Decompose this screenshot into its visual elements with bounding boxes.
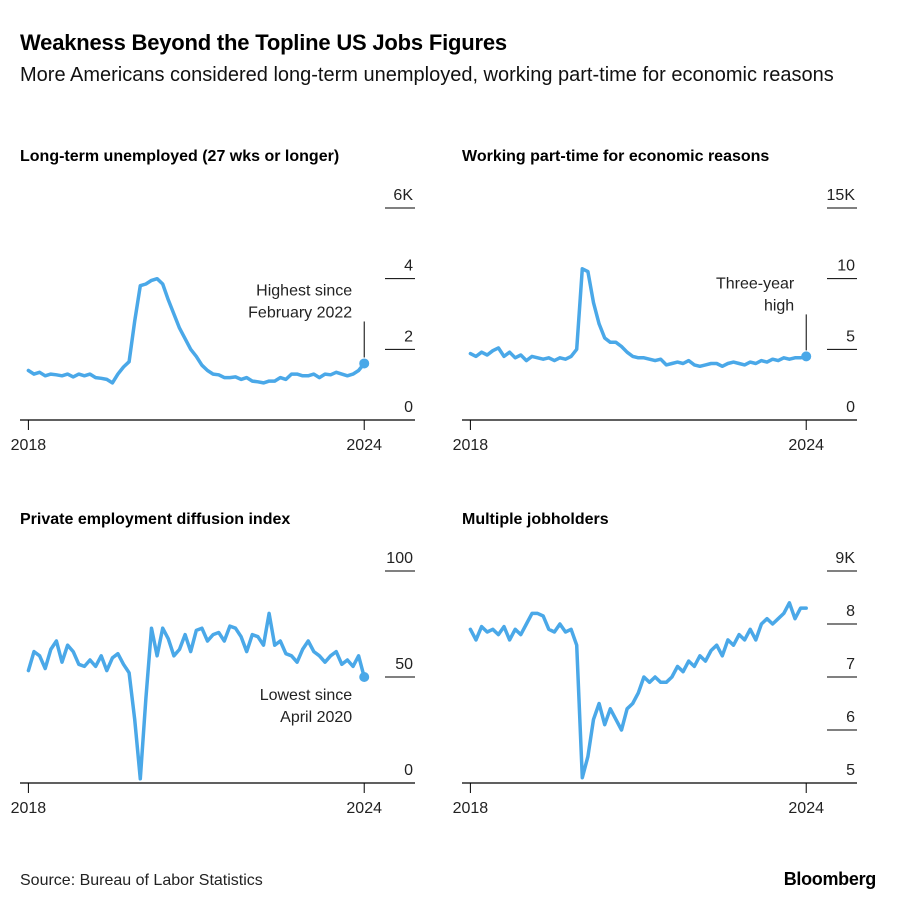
part-time-economic-chart: 15K 10 5 0 2018 2024 Three-year high xyxy=(453,187,857,454)
endpoint-marker xyxy=(801,351,812,362)
y-tick-label: 5 xyxy=(846,328,855,345)
y-tick-label: 0 xyxy=(404,762,413,779)
annotation-text: Three-year xyxy=(716,275,795,292)
series-line xyxy=(26,276,366,385)
endpoint-marker xyxy=(359,672,370,682)
panel-title: Working part-time for economic reasons xyxy=(462,148,770,165)
x-tick-label: 2018 xyxy=(11,800,47,817)
x-tick-label: 2018 xyxy=(11,437,47,454)
y-tick-label: 50 xyxy=(395,656,413,673)
panel-title: Multiple jobholders xyxy=(462,511,609,528)
annotation-text: Lowest since xyxy=(260,687,353,704)
endpoint-marker xyxy=(359,358,370,369)
annotation-text: April 2020 xyxy=(280,709,352,726)
x-tick-label: 2024 xyxy=(788,437,824,454)
x-tick-label: 2018 xyxy=(453,800,489,817)
long-term-unemployed-chart: 6K 4 2 0 2018 2024 Highest since February 2022 xyxy=(11,187,415,454)
y-tick-label: 2 xyxy=(404,328,413,345)
annotation-text: February 2022 xyxy=(248,304,352,321)
y-tick-label: 8 xyxy=(846,603,855,620)
y-tick-label: 6 xyxy=(846,709,855,726)
panel-title: Long-term unemployed (27 wks or longer) xyxy=(20,148,340,165)
y-tick-label: 0 xyxy=(404,399,413,416)
chart-title: Weakness Beyond the Topline US Jobs Figu… xyxy=(20,30,507,55)
series-line xyxy=(26,611,366,781)
y-tick-label: 5 xyxy=(846,762,855,779)
y-tick-label: 6K xyxy=(393,187,413,204)
x-tick-label: 2024 xyxy=(346,437,382,454)
annotation-text: high xyxy=(764,297,794,314)
y-tick-label: 100 xyxy=(386,550,413,567)
y-tick-label: 10 xyxy=(837,258,855,275)
x-tick-label: 2018 xyxy=(453,437,489,454)
y-tick-label: 15K xyxy=(827,187,856,204)
y-tick-label: 9K xyxy=(835,550,855,567)
diffusion-index-chart: 100 50 0 2018 2024 Lowest since April 2020 xyxy=(11,550,415,817)
brand-logo: Bloomberg xyxy=(783,869,877,889)
chart-subtitle: More Americans considered long-term unem… xyxy=(20,64,834,86)
annotation-text: Highest since xyxy=(256,282,352,299)
x-tick-label: 2024 xyxy=(788,800,824,817)
panel-title: Private employment diffusion index xyxy=(20,511,291,528)
series-line xyxy=(468,267,808,369)
series-line xyxy=(468,601,808,780)
source-note: Source: Bureau of Labor Statistics xyxy=(20,872,263,889)
y-tick-label: 7 xyxy=(846,656,855,673)
y-tick-label: 0 xyxy=(846,399,855,416)
y-tick-label: 4 xyxy=(404,258,413,275)
x-tick-label: 2024 xyxy=(346,800,382,817)
multiple-jobholders-chart: 9K 8 7 6 5 2018 2024 xyxy=(453,550,857,817)
